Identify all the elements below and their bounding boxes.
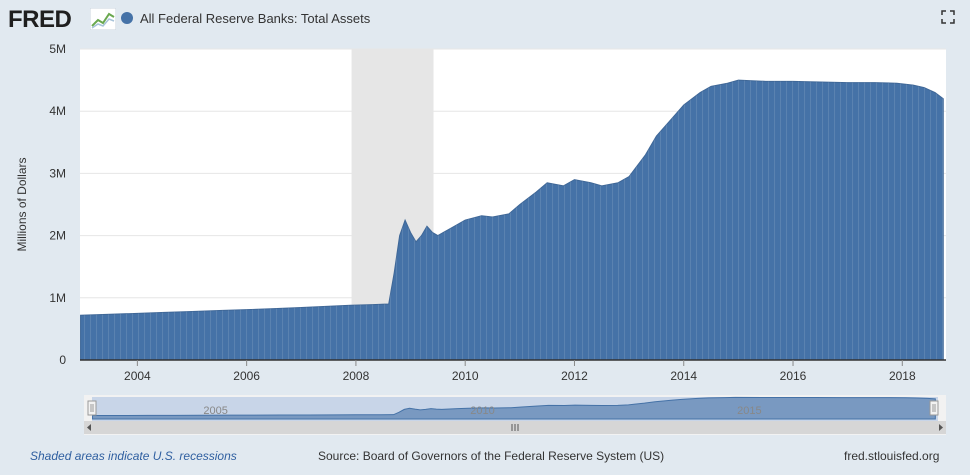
recession-note-link[interactable]: Shaded areas indicate U.S. recessions (30, 449, 237, 463)
x-tick-label-4: 2012 (561, 369, 588, 383)
fred-logo[interactable]: FRED (8, 6, 72, 33)
chart-footer: Shaded areas indicate U.S. recessions So… (0, 449, 970, 469)
navigator-handle-right[interactable] (929, 400, 939, 416)
x-tick-label-5: 2014 (670, 369, 697, 383)
x-tick-label-3: 2010 (452, 369, 479, 383)
y-tick-label-1: 1M (49, 291, 66, 305)
x-tick-label-2: 2008 (343, 369, 370, 383)
fullscreen-icon[interactable] (941, 10, 955, 24)
series-legend-dot (121, 12, 133, 24)
scroll-right-arrow-icon[interactable] (939, 424, 943, 431)
x-tick-label-6: 2016 (780, 369, 807, 383)
y-tick-label-0: 0 (59, 353, 66, 367)
total-assets-chart: 0 1M 2M 3M 4M 5M 2004 2006 2008 2010 2012 2014 2016 2… (15, 42, 946, 383)
series-title: All Federal Reserve Banks: Total Assets (140, 11, 371, 26)
scroll-left-arrow-icon[interactable] (87, 424, 91, 431)
x-tick-label-0: 2004 (124, 369, 151, 383)
source-text: Source: Board of Governors of the Federa… (318, 449, 665, 463)
y-axis-label: Millions of Dollars (15, 157, 29, 251)
y-tick-label-2: 2M (49, 229, 66, 243)
navigator-tick-label-2: 2015 (737, 405, 761, 417)
y-tick-label-4: 4M (49, 104, 66, 118)
chart-header: FRED All Federal Reserve Banks: Total As… (0, 0, 970, 40)
line-chart-icon (90, 8, 116, 30)
chart-navigator[interactable]: 2005 2010 2015 (84, 395, 946, 435)
series-area (80, 79, 944, 361)
y-tick-label-5: 5M (49, 42, 66, 56)
navigator-series (92, 396, 936, 420)
navigator-tick-label-1: 2010 (470, 405, 494, 417)
x-tick-label-7: 2018 (889, 369, 916, 383)
site-link[interactable]: fred.stlouisfed.org (844, 449, 940, 463)
x-tick-label-1: 2006 (233, 369, 260, 383)
navigator-handle-left[interactable] (87, 400, 97, 416)
y-tick-label-3: 3M (49, 166, 66, 180)
navigator-tick-label-0: 2005 (203, 405, 227, 417)
